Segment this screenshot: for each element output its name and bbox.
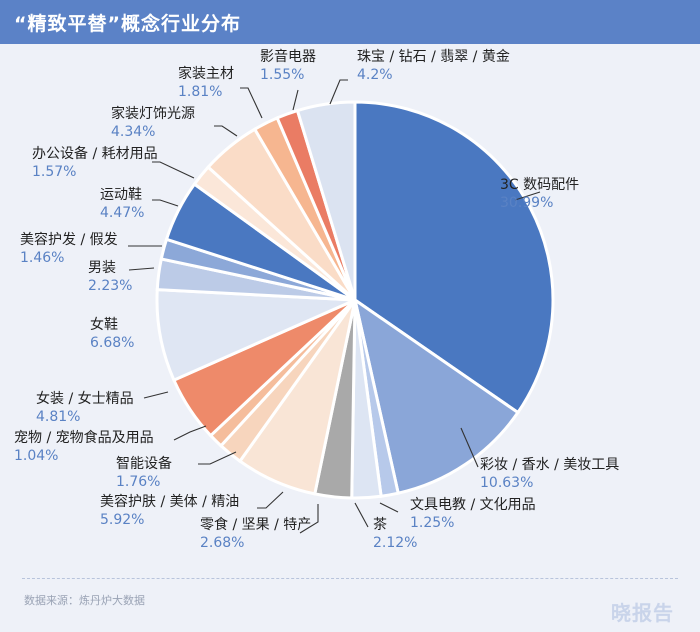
- footer-divider: [22, 578, 678, 579]
- pie-slices: [155, 100, 555, 500]
- slice-label-value: 1.57%: [32, 164, 76, 180]
- slice-label-value: 4.34%: [111, 124, 155, 140]
- leader-line: [152, 161, 195, 179]
- pie-slice: [295, 100, 357, 301]
- slice-label-value: 1.55%: [260, 67, 304, 83]
- leader-line: [514, 191, 541, 201]
- leader-line: [257, 491, 284, 509]
- slice-label-name: 女鞋: [90, 316, 118, 333]
- slice-label-value: 4.47%: [100, 205, 144, 221]
- slice-label-value: 30.99%: [500, 195, 553, 211]
- leader-line: [198, 451, 237, 465]
- leader-line: [173, 425, 207, 441]
- leader-line: [240, 87, 263, 119]
- slice-label-name: 智能设备: [116, 455, 172, 472]
- slice-label-value: 4.2%: [357, 67, 393, 83]
- slice-label-value: 1.81%: [178, 84, 222, 100]
- slice-label-value: 1.25%: [410, 515, 454, 531]
- slice-label-value: 2.23%: [88, 278, 132, 294]
- chart-title: “精致平替”概念行业分布: [14, 13, 241, 35]
- leader-line: [143, 391, 169, 399]
- slice-label-value: 10.63%: [480, 475, 533, 491]
- slice-label-value: 4.81%: [36, 409, 80, 425]
- leader-lines: [128, 79, 541, 534]
- slice-label-name: 女装 / 女士精品: [36, 390, 134, 407]
- slice-label-name: 珠宝 / 钻石 / 翡翠 / 黄金: [357, 48, 510, 65]
- leader-line: [152, 199, 179, 207]
- leader-line: [128, 267, 155, 271]
- leader-line: [460, 427, 479, 468]
- slice-label-name: 茶: [373, 517, 387, 533]
- leader-line: [354, 502, 369, 528]
- header-bar: “精致平替”概念行业分布: [0, 0, 700, 44]
- slice-label-value: 5.92%: [100, 512, 144, 528]
- slice-label-name: 家装灯饰光源: [111, 105, 195, 122]
- pie-slice: [352, 296, 520, 496]
- slice-label-name: 影音电器: [260, 48, 316, 65]
- pie-chart: 3C 数码配件 30.99% 彩妆 / 香水 / 美妆工具 10.63% 文具电教 / …: [14, 48, 619, 551]
- leader-line: [214, 125, 238, 137]
- pie-slice: [353, 100, 555, 415]
- leader-line: [379, 502, 399, 513]
- slice-label-name: 办公设备 / 耗材用品: [32, 145, 158, 162]
- leader-line: [329, 79, 348, 105]
- slice-label-name: 宠物 / 宠物食品及用品: [14, 429, 154, 446]
- brand-logo: 晓报告: [611, 601, 674, 625]
- slice-label-value: 2.68%: [200, 535, 244, 551]
- slice-label-name: 文具电教 / 文化用品: [410, 497, 536, 513]
- slice-label-value: 2.12%: [373, 535, 417, 551]
- slice-label-name: 3C 数码配件: [500, 177, 579, 193]
- slice-label-name: 运动鞋: [100, 187, 142, 203]
- leader-line: [299, 504, 319, 534]
- slice-label-name: 美容护发 / 假发: [20, 231, 118, 248]
- slice-label-value: 1.76%: [116, 474, 160, 490]
- slice-label-name: 美容护肤 / 美体 / 精油: [100, 493, 239, 510]
- slice-labels: 3C 数码配件 30.99% 彩妆 / 香水 / 美妆工具 10.63% 文具电教 / …: [14, 48, 619, 551]
- slice-label-name: 零食 / 坚果 / 特产: [200, 516, 311, 533]
- slice-label-value: 1.04%: [14, 448, 58, 464]
- data-source: 数据来源：炼丹炉大数据: [24, 594, 145, 607]
- slice-label-name: 彩妆 / 香水 / 美妆工具: [480, 457, 619, 473]
- slice-label-value: 6.68%: [90, 335, 134, 351]
- slice-label-name: 男装: [88, 260, 116, 276]
- slice-label-name: 家装主材: [178, 65, 234, 82]
- slice-label-value: 1.46%: [20, 250, 64, 266]
- leader-line: [292, 89, 299, 111]
